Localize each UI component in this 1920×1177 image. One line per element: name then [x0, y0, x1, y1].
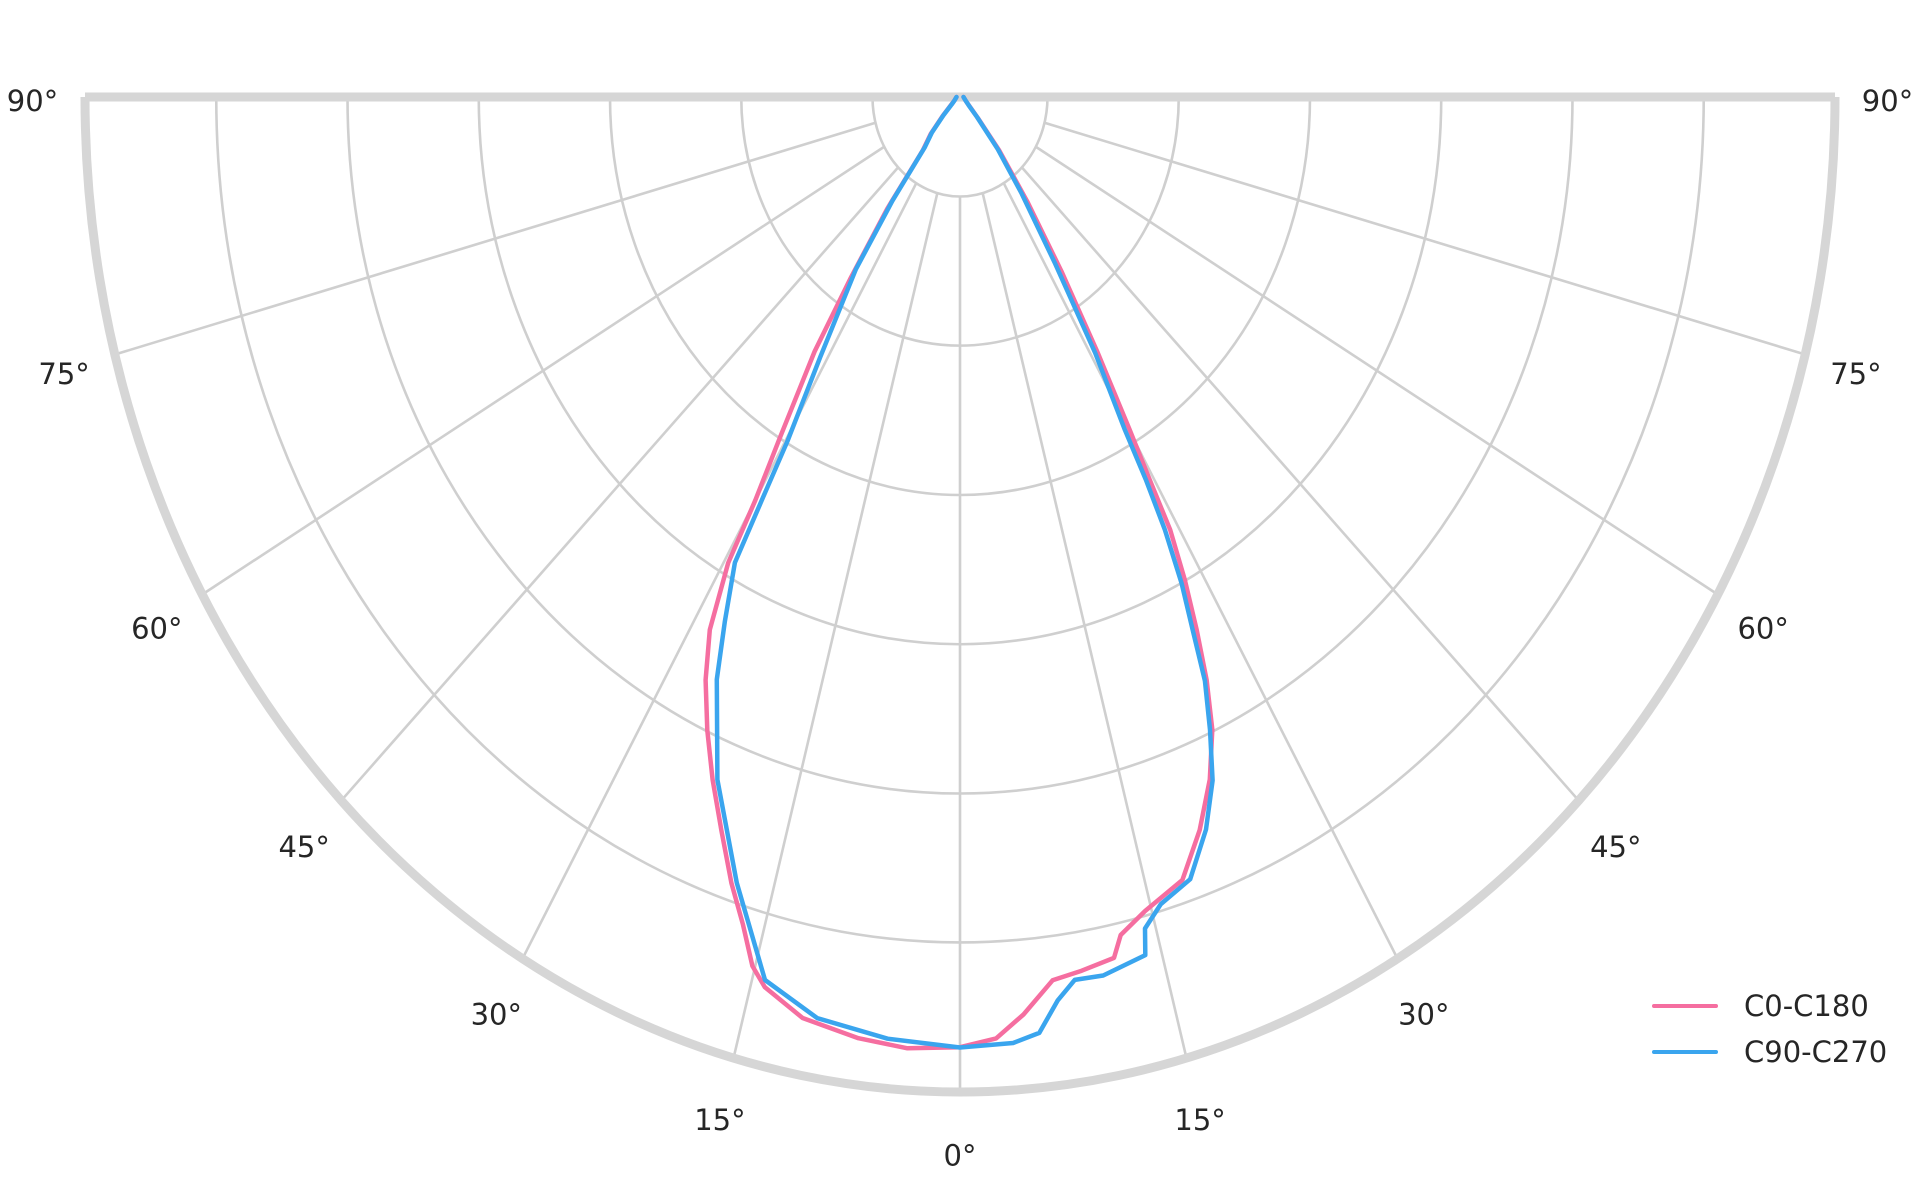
legend-line-swatch-c0-c180 [1652, 1003, 1718, 1009]
grid-spoke [1020, 166, 1580, 802]
grid-spoke [1035, 145, 1719, 596]
angle-label-left-15: 15° [694, 1103, 745, 1137]
angle-label-left-30: 30° [471, 997, 522, 1031]
angle-label-left-45: 45° [278, 830, 329, 864]
curve-c90-c270 [714, 94, 1215, 1050]
legend: C0-C180 C90-C270 [1652, 988, 1887, 1070]
legend-item-c0-c180: C0-C180 [1652, 988, 1887, 1024]
frame-outer-arc [80, 96, 1840, 1097]
legend-item-c90-c270: C90-C270 [1652, 1034, 1887, 1070]
angle-label-right-30: 30° [1398, 997, 1449, 1031]
angle-label-right-90: 90° [1862, 84, 1913, 118]
angle-label-left-90: 90° [7, 84, 58, 118]
grid-spoke [1044, 121, 1806, 356]
angle-label-left-75: 75° [38, 357, 89, 391]
angle-label-right-0: 0° [944, 1139, 977, 1173]
angle-label-right-45: 45° [1590, 830, 1641, 864]
legend-line-swatch-c90-c270 [1652, 1049, 1718, 1055]
angle-label-right-60: 60° [1737, 611, 1788, 645]
grid-spoke [521, 182, 918, 960]
grid-spoke [340, 166, 900, 802]
grid-spoke [732, 192, 939, 1059]
grid-ring [871, 96, 1049, 198]
curve-c0-c180 [703, 94, 1215, 1051]
legend-label-c90-c270: C90-C270 [1744, 1035, 1888, 1069]
legend-label-c0-c180: C0-C180 [1744, 989, 1869, 1023]
angle-label-right-15: 15° [1174, 1103, 1225, 1137]
angle-label-left-60: 60° [131, 611, 182, 645]
grid-spoke [114, 121, 876, 356]
grid-spoke [201, 145, 885, 596]
grid-spoke [1002, 182, 1399, 960]
angle-label-right-75: 75° [1830, 357, 1881, 391]
